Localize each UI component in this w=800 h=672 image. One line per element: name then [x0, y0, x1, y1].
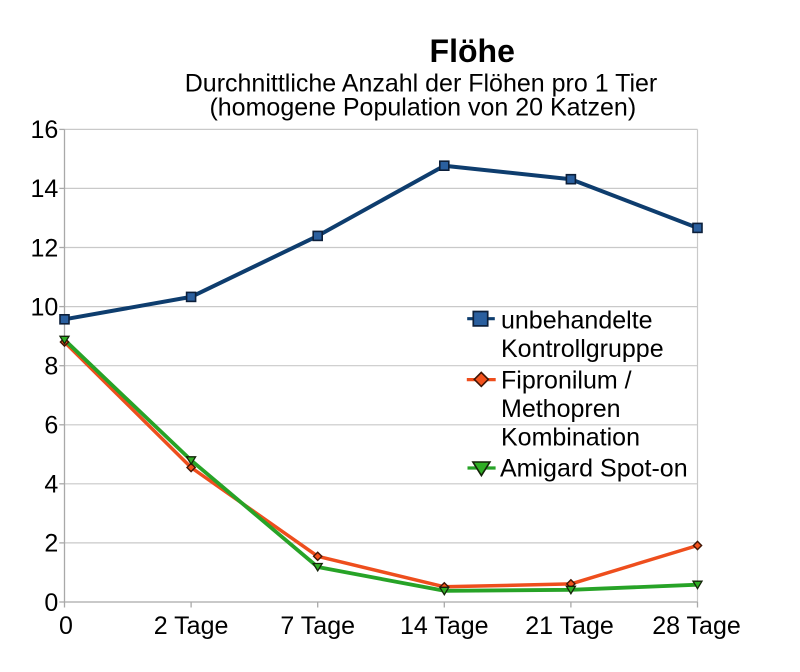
svg-text:4: 4: [44, 471, 58, 499]
svg-text:Amigard Spot-on: Amigard Spot-on: [500, 454, 688, 482]
svg-text:14 Tage: 14 Tage: [400, 612, 489, 640]
svg-text:2: 2: [44, 530, 58, 558]
svg-text:Kombination: Kombination: [501, 423, 640, 451]
svg-text:Durchnittliche Anzahl der Flöh: Durchnittliche Anzahl der Flöhen pro 1 T…: [185, 69, 657, 97]
svg-text:Flöhe: Flöhe: [430, 33, 515, 69]
svg-text:7 Tage: 7 Tage: [280, 612, 355, 640]
svg-text:10: 10: [30, 293, 58, 321]
svg-text:6: 6: [44, 412, 58, 440]
svg-text:0: 0: [59, 612, 73, 640]
svg-text:21 Tage: 21 Tage: [525, 612, 614, 640]
svg-text:28 Tage: 28 Tage: [652, 612, 741, 640]
svg-text:(homogene Population von 20 Ka: (homogene Population von 20 Katzen): [209, 94, 636, 122]
svg-text:Methopren: Methopren: [501, 395, 621, 423]
svg-text:14: 14: [30, 175, 58, 203]
svg-text:0: 0: [44, 589, 58, 617]
svg-text:16: 16: [30, 116, 58, 144]
svg-text:8: 8: [44, 353, 58, 381]
svg-text:2 Tage: 2 Tage: [154, 612, 229, 640]
svg-text:unbehandelte: unbehandelte: [501, 307, 653, 335]
svg-text:Kontrollgruppe: Kontrollgruppe: [501, 335, 664, 363]
svg-text:12: 12: [30, 234, 58, 262]
svg-text:Fipronilum /: Fipronilum /: [501, 366, 632, 394]
